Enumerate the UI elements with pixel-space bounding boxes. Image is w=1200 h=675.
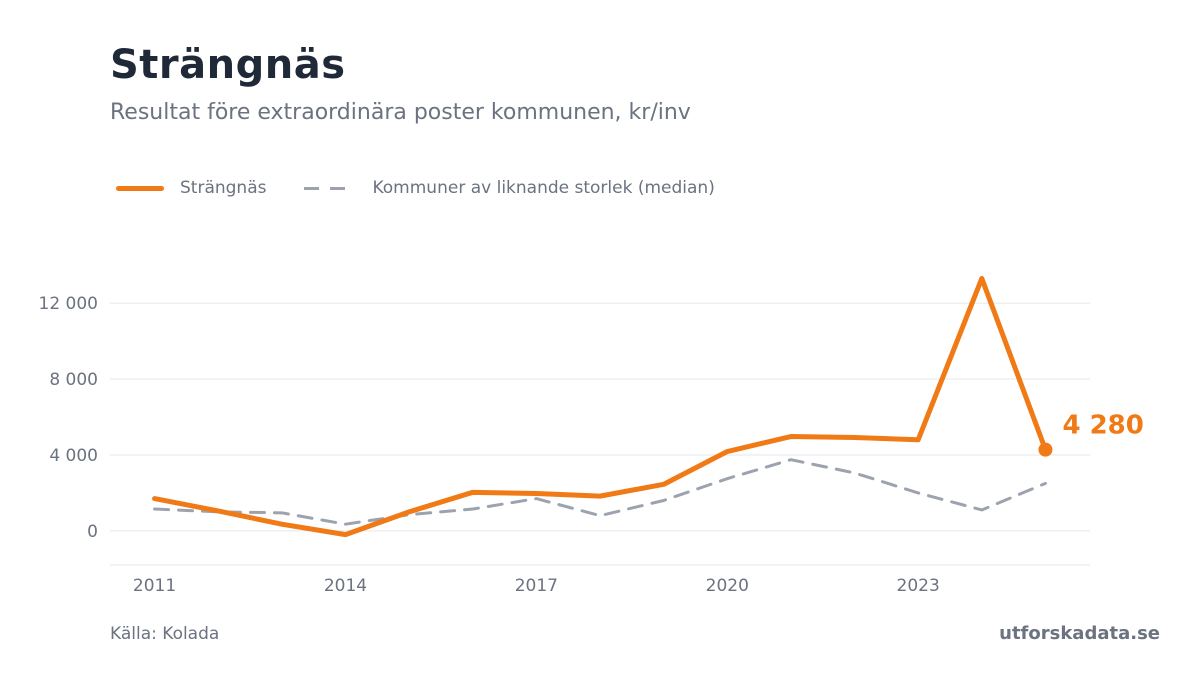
series-line-median xyxy=(153,458,1047,526)
end-value-label: 4 280 xyxy=(1062,411,1143,441)
legend-item-median: Kommuner av liknande storlek (median) xyxy=(304,178,715,198)
y-tick-label: 8 000 xyxy=(49,370,98,390)
series-line-strangnas xyxy=(152,275,1048,538)
legend-swatch-solid xyxy=(116,185,164,191)
legend-item-strangnas: Strängnäs xyxy=(116,178,266,198)
x-tick-label: 2017 xyxy=(515,576,558,596)
x-tick-label: 2014 xyxy=(324,576,367,596)
source-note: Källa: Kolada xyxy=(110,624,220,644)
legend-swatch-dashed xyxy=(304,186,353,190)
x-tick-label: 2020 xyxy=(706,576,749,596)
x-tick-label: 2023 xyxy=(897,576,940,596)
y-tick-label: 12 000 xyxy=(39,294,98,314)
end-point-marker xyxy=(1038,442,1053,457)
legend-label-median: Kommuner av liknande storlek (median) xyxy=(372,178,715,198)
x-tick-label: 2011 xyxy=(133,576,176,596)
y-tick-label: 0 xyxy=(87,522,98,542)
chart-title: Strängnäs xyxy=(110,42,346,88)
legend-label-strangnas: Strängnäs xyxy=(180,178,267,198)
y-tick-label: 4 000 xyxy=(49,446,98,466)
brand-logo-text[interactable]: utforskadata.se xyxy=(999,623,1160,644)
chart-subtitle: Resultat före extraordinära poster kommu… xyxy=(110,100,691,125)
legend: Strängnäs Kommuner av liknande storlek (… xyxy=(116,178,753,198)
